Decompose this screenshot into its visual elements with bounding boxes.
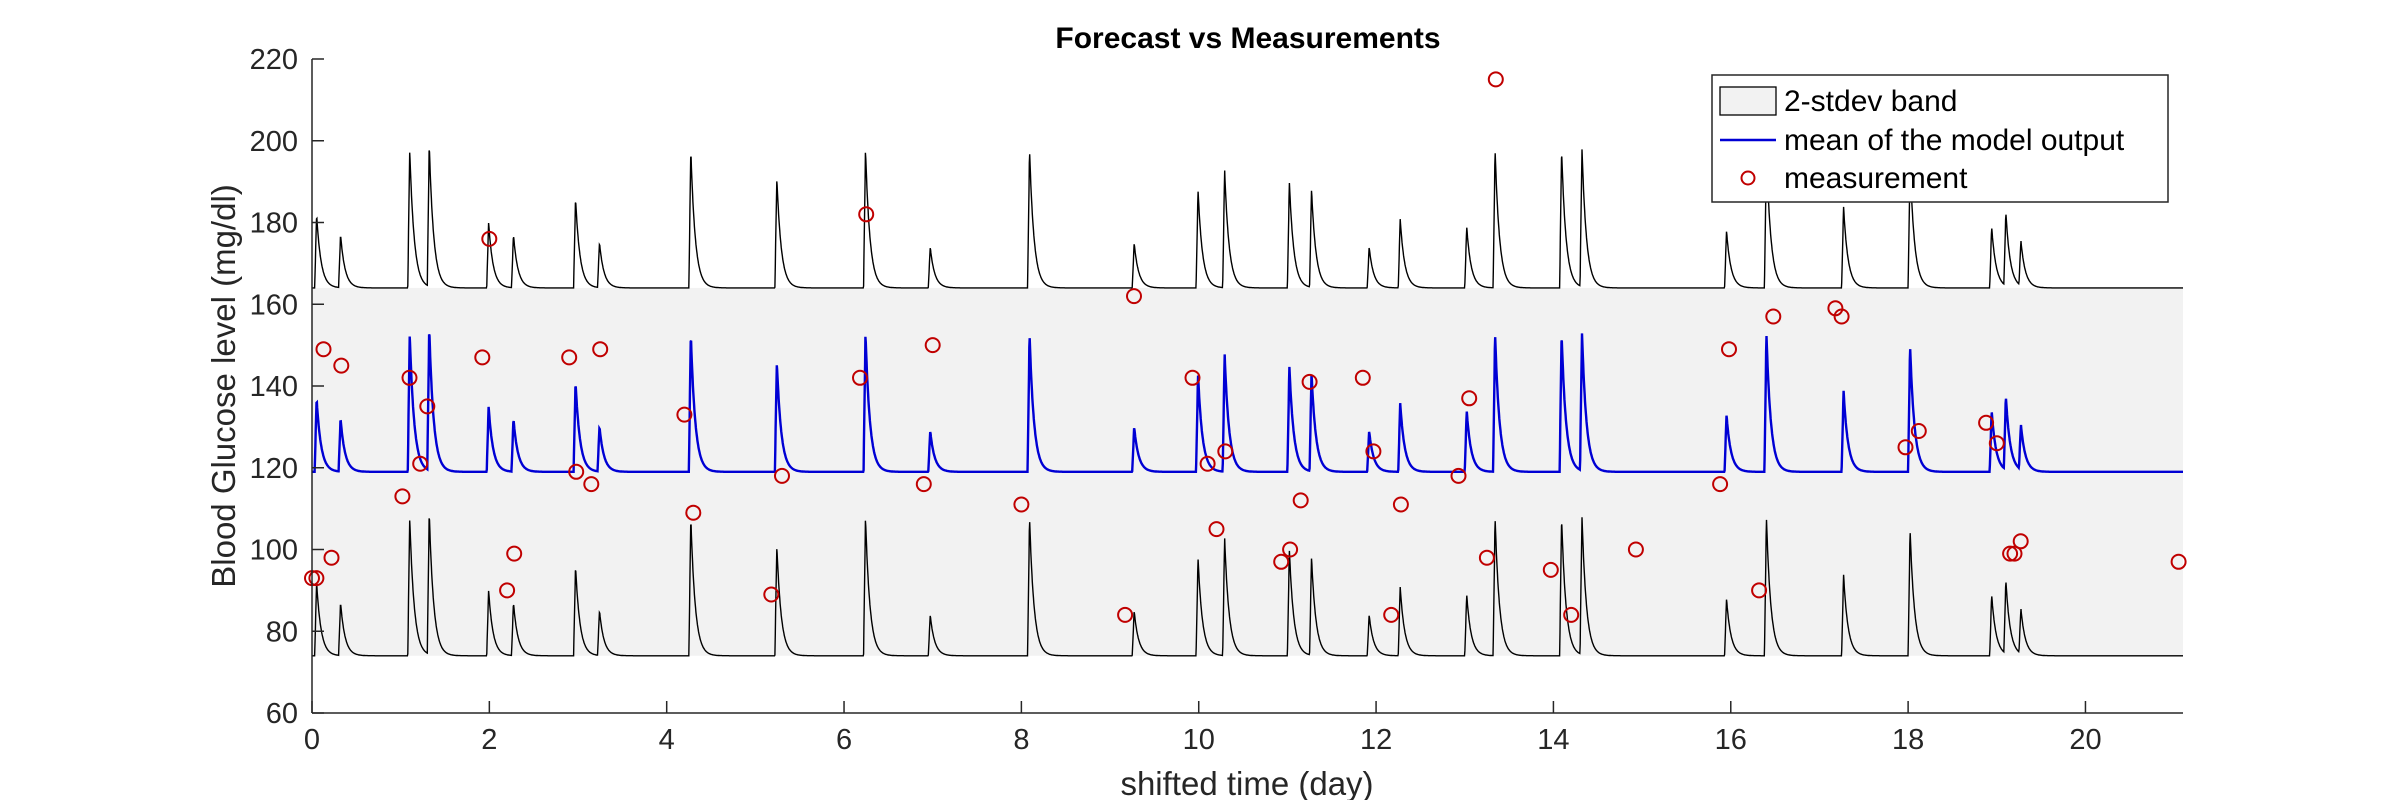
- measurement-point: [394, 488, 411, 505]
- measurement-point: [1365, 443, 1382, 460]
- measurement-point: [1117, 606, 1134, 623]
- measurement-point: [568, 463, 585, 480]
- y-tick-label: 180: [250, 208, 298, 240]
- measurement-point: [1461, 390, 1478, 407]
- y-ticks: 60 80 100 120 140 160 180 200 220: [250, 44, 324, 730]
- measurement-point: [1897, 439, 1914, 456]
- measurement-point: [685, 504, 702, 521]
- chart-title: Forecast vs Measurements: [1055, 22, 1440, 55]
- measurement-point: [1208, 521, 1225, 538]
- measurement-point: [592, 341, 609, 358]
- measurement-point: [1450, 467, 1467, 484]
- y-tick-label: 80: [266, 616, 298, 648]
- measurement-point: [1978, 414, 1995, 431]
- legend-band-label: 2-stdev band: [1784, 85, 1957, 118]
- band-upper-edge: [312, 149, 2183, 289]
- measurement-point: [1478, 549, 1495, 566]
- measurement-point: [1627, 541, 1644, 558]
- legend-measurement-swatch: [1740, 170, 1756, 186]
- measurement-point: [1184, 369, 1201, 386]
- measurement-point: [676, 406, 693, 423]
- measurement-point: [1563, 606, 1580, 623]
- measurement-point: [1383, 606, 1400, 623]
- measurement-point: [1988, 435, 2005, 452]
- measurement-point: [561, 349, 578, 366]
- measurement-point: [333, 357, 350, 374]
- measurement-point: [1910, 423, 1927, 439]
- y-tick-label: 160: [250, 289, 298, 321]
- measurement-point: [474, 349, 491, 366]
- y-tick-label: 200: [250, 126, 298, 158]
- x-tick-label: 6: [836, 724, 852, 756]
- measurement-point: [308, 570, 325, 587]
- measurement-point: [401, 369, 418, 386]
- measurement-point: [2012, 533, 2029, 550]
- x-tick-label: 8: [1013, 724, 1029, 756]
- x-tick-label: 4: [659, 724, 675, 756]
- measurement-point: [419, 398, 436, 415]
- measurement-point: [763, 586, 780, 603]
- measurement-point: [1301, 373, 1318, 390]
- measurement-point: [2002, 545, 2019, 562]
- measurement-point: [1292, 492, 1309, 509]
- measurement-point: [412, 455, 429, 472]
- measurement-point: [1712, 476, 1729, 493]
- measurement-point: [583, 476, 600, 493]
- x-tick-label: 10: [1183, 724, 1215, 756]
- y-tick-label: 60: [266, 698, 298, 730]
- legend-band-swatch: [1719, 86, 1777, 116]
- y-tick-label: 120: [250, 453, 298, 485]
- x-tick-label: 18: [1892, 724, 1924, 756]
- x-axis-label: shifted time (day): [1120, 765, 1373, 800]
- x-tick-label: 0: [304, 724, 320, 756]
- measurement-points: [304, 71, 2187, 623]
- measurement-point: [915, 476, 932, 493]
- measurement-point: [481, 230, 498, 247]
- measurement-point: [323, 549, 340, 566]
- measurement-point: [499, 582, 516, 599]
- x-tick-label: 2: [481, 724, 497, 756]
- x-tick-label: 14: [1537, 724, 1569, 756]
- y-tick-label: 220: [250, 44, 298, 76]
- measurement-point: [1765, 308, 1782, 325]
- legend-mean-label: mean of the model output: [1784, 124, 2125, 157]
- measurement-point: [315, 341, 332, 358]
- measurement-point: [852, 369, 868, 386]
- x-ticks: 0 2 4 6 8 10 12 14 16 18 20: [304, 701, 2102, 756]
- measurement-point: [1282, 541, 1299, 558]
- y-axis-label: Blood Glucose level (mg/dl): [205, 184, 242, 588]
- measurement-point: [1833, 308, 1850, 325]
- y-tick-label: 100: [250, 535, 298, 567]
- x-tick-label: 20: [2069, 724, 2101, 756]
- measurement-point: [2006, 545, 2023, 562]
- legend: 2-stdev band mean of the model output me…: [1711, 74, 2169, 203]
- measurement-point: [1273, 553, 1290, 570]
- measurement-point: [1217, 443, 1234, 460]
- measurement-point: [858, 206, 875, 223]
- measurement-point: [506, 545, 523, 562]
- measurement-point: [1721, 341, 1737, 358]
- measurement-point: [774, 467, 790, 484]
- measurement-point: [1751, 582, 1768, 599]
- measurement-point: [2170, 553, 2187, 570]
- measurement-point: [1354, 369, 1371, 386]
- measurement-point: [1126, 288, 1142, 305]
- measurement-point: [1542, 561, 1559, 578]
- legend-measurement-label: measurement: [1784, 162, 1968, 195]
- measurement-point: [1487, 71, 1504, 88]
- legend-box: [1711, 74, 2169, 203]
- y-tick-label: 140: [250, 371, 298, 403]
- measurement-point: [924, 337, 941, 354]
- x-tick-label: 16: [1715, 724, 1747, 756]
- mean-line: [312, 333, 2183, 474]
- measurement-point: [1199, 455, 1216, 472]
- band-lower-edge: [312, 517, 2183, 657]
- measurement-point: [1392, 496, 1409, 513]
- measurement-point: [1013, 496, 1030, 513]
- x-tick-label: 12: [1360, 724, 1392, 756]
- axes: 0 2 4 6 8 10 12 14 16 18 20 60 80 100 120 140 160 180 200…: [250, 44, 2183, 756]
